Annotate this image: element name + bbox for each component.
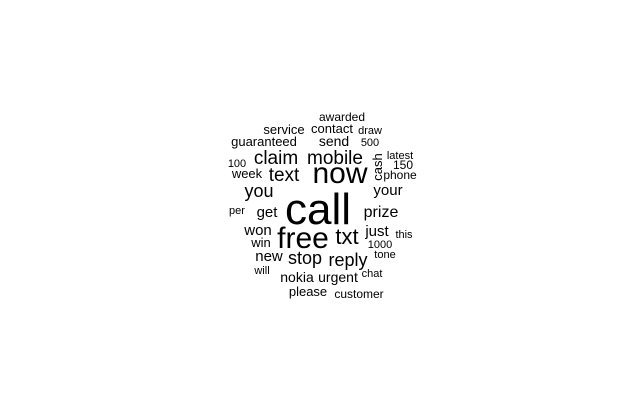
word-per: per [229, 205, 245, 217]
word-txt: txt [335, 224, 358, 249]
word-send: send [319, 133, 349, 149]
word-new: new [255, 248, 283, 265]
word-your: your [373, 182, 402, 199]
word-customer: customer [334, 287, 383, 301]
word-chat: chat [362, 268, 383, 280]
word-awarded: awarded [319, 110, 365, 124]
word-claim: claim [254, 148, 298, 169]
word-will: will [253, 265, 269, 277]
word-nokia: nokia [280, 269, 314, 285]
word-stop: stop [288, 248, 322, 268]
word-urgent: urgent [318, 269, 358, 285]
word-tone: tone [374, 249, 395, 261]
word-150: 150 [393, 158, 413, 172]
word-reply: reply [328, 250, 367, 270]
word-phone: phone [383, 168, 417, 182]
word-win: win [250, 235, 271, 250]
word-1000: 1000 [368, 239, 392, 251]
word-call: call [285, 185, 351, 234]
word-you: you [244, 181, 273, 201]
word-get: get [257, 204, 279, 221]
word-this: this [395, 229, 413, 241]
word-please: please [289, 284, 327, 299]
word-500: 500 [361, 137, 379, 149]
word-contact: contact [311, 121, 353, 136]
word-just: just [364, 223, 389, 240]
word-free: free [277, 222, 329, 255]
word-text: text [269, 165, 300, 186]
word-draw: draw [358, 125, 382, 137]
word-latest: latest [387, 150, 413, 162]
word-won: won [243, 222, 272, 239]
word-100: 100 [228, 158, 246, 170]
word-prize: prize [364, 204, 399, 221]
word-service: service [263, 122, 304, 137]
word-week: week [231, 166, 263, 181]
word-cash: cash [370, 153, 385, 180]
word-now: now [312, 157, 367, 190]
word-mobile: mobile [307, 148, 363, 169]
word-guaranteed: guaranteed [231, 134, 297, 149]
